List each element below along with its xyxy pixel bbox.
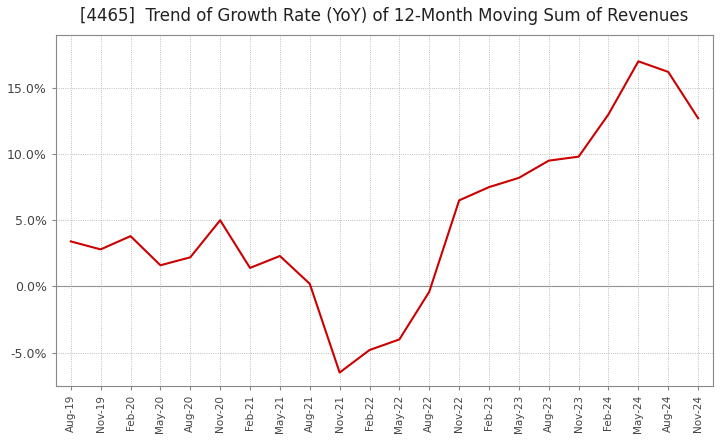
Title: [4465]  Trend of Growth Rate (YoY) of 12-Month Moving Sum of Revenues: [4465] Trend of Growth Rate (YoY) of 12-… xyxy=(80,7,688,25)
